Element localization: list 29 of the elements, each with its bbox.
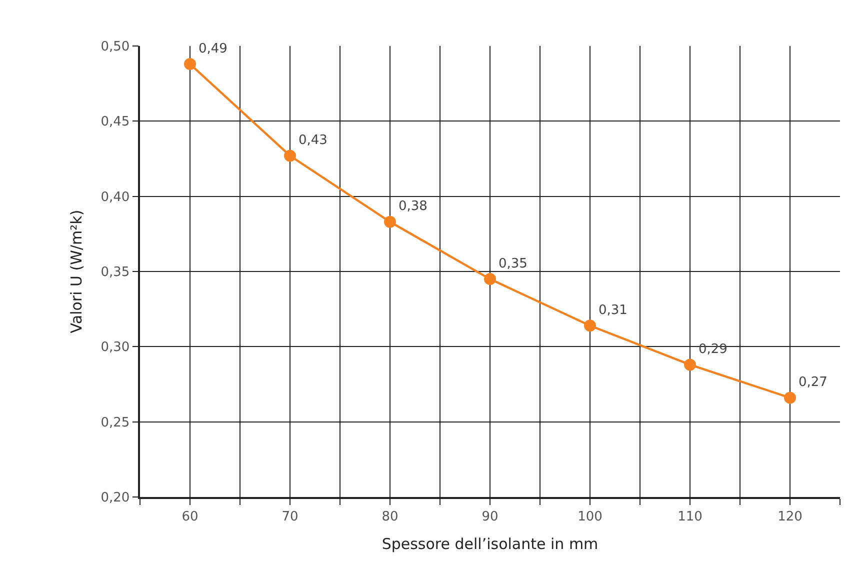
point [484, 273, 496, 286]
data-label: 0,27 [798, 375, 828, 390]
y-axis-title: Valori U (W/m²k) [67, 210, 86, 334]
point [184, 58, 196, 70]
x-tick-label: 80 [382, 509, 398, 524]
x-tick-label: 90 [482, 509, 498, 524]
point [584, 320, 596, 332]
point [384, 216, 396, 228]
y-tick-label: 0,20 [100, 490, 130, 506]
point [784, 392, 796, 404]
y-tick-label: 0,25 [100, 415, 130, 430]
x-tick-label: 70 [282, 509, 298, 524]
x-tick-label: 100 [578, 509, 602, 524]
x-axis-title: Spessore dell’isolante in mm [382, 534, 598, 553]
data-label: 0,38 [398, 199, 428, 214]
point [284, 150, 296, 162]
x-tick-label: 120 [778, 509, 802, 524]
y-tick-label: 0,45 [100, 114, 130, 130]
data-label: 0,35 [498, 256, 528, 272]
x-tick-label: 110 [678, 509, 702, 524]
y-tick-label: 0,35 [100, 265, 130, 280]
y-tick-label: 0,40 [100, 190, 130, 205]
data-label: 0,43 [298, 132, 328, 148]
data-label: 0,31 [598, 302, 628, 318]
y-tick-label: 0,30 [100, 340, 130, 356]
data-label: 0,49 [198, 41, 228, 56]
point [684, 358, 696, 371]
y-tick-label: 0,50 [100, 40, 130, 55]
x-tick-label: 60 [182, 509, 198, 524]
